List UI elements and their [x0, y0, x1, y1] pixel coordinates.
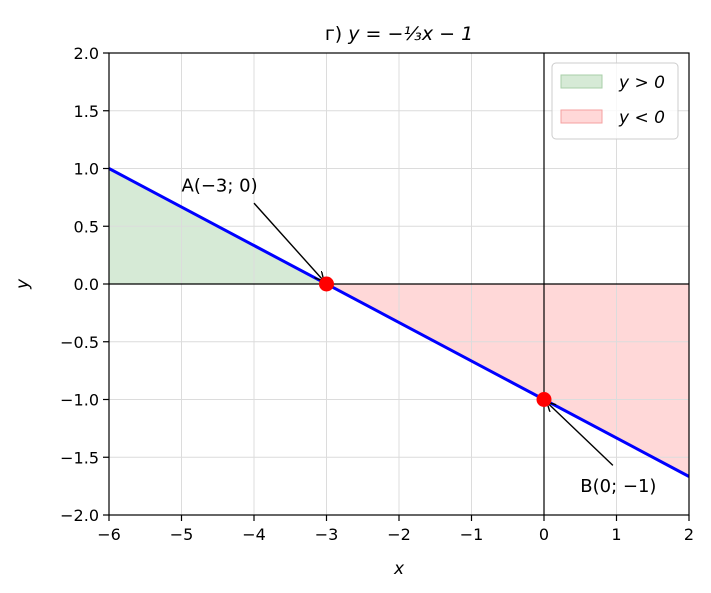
- y-axis-label: y: [13, 278, 33, 290]
- x-tick-label: −6: [97, 525, 121, 544]
- legend-label-y-negative: y < 0: [618, 108, 665, 128]
- legend-swatch-y-negative: [560, 109, 603, 124]
- x-tick-label: 1: [611, 525, 621, 544]
- x-axis-ticks: −6 −5 −4 −3 −2 −1 0 1 2: [97, 515, 694, 544]
- y-tick-label: 1.5: [74, 102, 99, 121]
- x-tick-label: 0: [539, 525, 549, 544]
- x-tick-label: −1: [460, 525, 484, 544]
- point-marker: [319, 276, 334, 292]
- y-tick-label: −0.5: [60, 333, 99, 352]
- x-tick-label: −3: [315, 525, 339, 544]
- y-tick-label: −1.0: [60, 391, 99, 410]
- point-label: B(0; −1): [580, 476, 656, 497]
- annotation-arrow: [548, 403, 614, 466]
- legend-swatch-y-positive: [560, 74, 603, 89]
- y-tick-label: 0.0: [74, 275, 99, 294]
- y-tick-label: 0.5: [74, 217, 99, 236]
- y-tick-label: 1.0: [74, 160, 99, 179]
- y-tick-label: −2.0: [60, 506, 99, 525]
- chart-title: г) y = −⅓x − 1: [325, 23, 473, 45]
- annotation-arrow: [253, 202, 323, 280]
- x-tick-label: 2: [684, 525, 694, 544]
- point-label: A(−3; 0): [182, 176, 258, 197]
- x-tick-label: −4: [242, 525, 266, 544]
- legend-label-y-positive: y > 0: [618, 73, 665, 93]
- series-line: [109, 167, 689, 478]
- x-tick-label: −5: [170, 525, 194, 544]
- point-marker: [536, 392, 552, 407]
- x-axis-label: x: [393, 559, 405, 579]
- legend: y > 0 y < 0: [551, 62, 679, 140]
- point-annotations: A(−3; 0) B(0; −1): [182, 176, 657, 497]
- y-tick-label: 2.0: [74, 44, 99, 63]
- x-tick-label: −2: [387, 525, 411, 544]
- y-axis-ticks: −2.0 −1.5 −1.0 −0.5 0.0 0.5 1.0 1.5 2.0: [60, 44, 109, 525]
- data-points: [319, 276, 552, 407]
- y-tick-label: −1.5: [60, 448, 99, 467]
